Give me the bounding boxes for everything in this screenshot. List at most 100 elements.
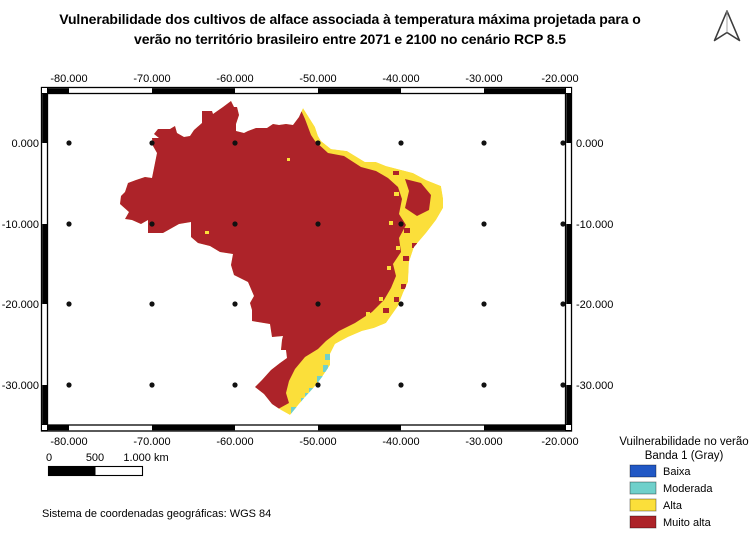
map-patch: [205, 231, 209, 234]
zone-muito-alta: [120, 101, 406, 415]
map-patch: [305, 393, 309, 400]
graticule-dot: [232, 301, 238, 307]
legend-swatch-baixa: [629, 464, 657, 478]
map-patch: [323, 365, 328, 372]
graticule-dot: [315, 140, 321, 146]
scale-bar-black-half: [48, 466, 96, 476]
axis-tick-label: -70.000: [133, 73, 170, 85]
graticule-dot: [481, 382, 487, 388]
axis-tick-label: -30.000: [465, 436, 502, 448]
scale-label-1000: 1.000 km: [123, 452, 168, 464]
graticule-dot: [481, 221, 487, 227]
legend-label-moderada: Moderada: [663, 483, 713, 495]
legend-subtitle: Banda 1 (Gray): [645, 450, 724, 462]
axis-tick-label: -20.000: [2, 299, 39, 311]
legend-swatch-moderada: [629, 481, 657, 495]
axis-tick-label: -20.000: [541, 436, 578, 448]
graticule-dot: [149, 221, 155, 227]
map-patch: [405, 179, 431, 216]
axis-tick-label: -80.000: [50, 73, 87, 85]
axis-tick-label: -30.000: [465, 73, 502, 85]
axis-tick-label: 0.000: [576, 138, 604, 150]
axis-tick-label: -10.000: [2, 219, 39, 231]
frame-corner: [565, 424, 572, 431]
map-patch: [396, 246, 400, 250]
map-patch: [317, 376, 323, 382]
axis-tick-label: -10.000: [576, 219, 613, 231]
graticule-dot: [398, 221, 404, 227]
zebra-segment: [318, 88, 401, 94]
axis-tick-label: -40.000: [382, 436, 419, 448]
map-frame: [40, 86, 573, 432]
graticule-dot: [560, 140, 566, 146]
map-patch: [394, 297, 399, 302]
zebra-segment: [42, 385, 48, 425]
graticule-dot: [66, 221, 72, 227]
map-title-line1: Vulnerabilidade dos cultivos de alface a…: [59, 11, 640, 27]
graticule-dot: [560, 301, 566, 307]
map-patch: [287, 158, 290, 161]
graticule-dots: [66, 140, 566, 388]
graticule-dot: [481, 301, 487, 307]
map-patch: [325, 354, 331, 360]
map-patch: [394, 192, 399, 196]
axis-tick-label: -40.000: [382, 73, 419, 85]
graticule-dot: [315, 382, 321, 388]
map-patch: [409, 270, 414, 276]
graticule-dot: [232, 382, 238, 388]
axis-tick-label: 0.000: [11, 138, 39, 150]
zebra-segment: [484, 88, 566, 94]
brazil-vulnerability-layer: [120, 101, 443, 415]
map-patch: [403, 256, 409, 261]
zebra-segment: [318, 425, 401, 431]
north-arrow-icon: [713, 10, 741, 42]
zebra-segment: [42, 93, 48, 143]
graticule-dot: [149, 140, 155, 146]
graticule-dot: [398, 301, 404, 307]
axis-tick-label: -50.000: [299, 73, 336, 85]
crs-footnote: Sistema de coordenadas geográficas: WGS …: [42, 508, 271, 520]
zebra-segment: [566, 93, 572, 143]
graticule-dot: [560, 221, 566, 227]
axis-left: 0.000 -10.000 -20.000 -30.000: [2, 138, 39, 392]
legend-label-baixa: Baixa: [663, 466, 691, 478]
map-patch: [389, 221, 393, 225]
legend: Vuilnerabilidade no verão Banda 1 (Gray)…: [619, 436, 748, 529]
map-patch: [309, 388, 315, 394]
map-patch: [291, 407, 298, 415]
graticule-dot: [66, 140, 72, 146]
graticule-dot: [560, 382, 566, 388]
map-patch: [366, 312, 370, 316]
axis-tick-label: -60.000: [216, 436, 253, 448]
graticule-dot: [315, 301, 321, 307]
zebra-segment: [152, 88, 235, 94]
scale-label-500: 500: [86, 452, 104, 464]
graticule-dot: [232, 221, 238, 227]
zebra-segment: [566, 224, 572, 304]
legend-label-muito-alta: Muito alta: [663, 517, 712, 529]
graticule-dot: [398, 382, 404, 388]
map-patch: [301, 398, 307, 405]
axis-tick-label: -30.000: [576, 380, 613, 392]
axis-tick-label: -20.000: [541, 73, 578, 85]
map-title-line2: verão no território brasileiro entre 207…: [134, 31, 566, 47]
axis-tick-label: -50.000: [299, 436, 336, 448]
zebra-segment: [566, 385, 572, 425]
axis-top: -80.000 -70.000 -60.000 -50.000 -40.000 …: [50, 73, 578, 85]
scale-bar: 0 500 1.000 km: [46, 452, 169, 477]
map-patch: [404, 228, 410, 233]
frame-outer-line: [40, 86, 573, 432]
axis-tick-label: -30.000: [2, 380, 39, 392]
frame-corner: [41, 424, 48, 431]
axis-right: 0.000 -10.000 -20.000 -30.000: [576, 138, 613, 392]
yellow-patches: [205, 158, 400, 316]
map-patch: [401, 284, 406, 289]
zebra-segment: [152, 425, 235, 431]
graticule-dot: [232, 140, 238, 146]
graticule-dot: [398, 140, 404, 146]
zebra-segment: [484, 425, 566, 431]
legend-swatch-alta: [629, 498, 657, 512]
frame-corner: [41, 87, 48, 94]
